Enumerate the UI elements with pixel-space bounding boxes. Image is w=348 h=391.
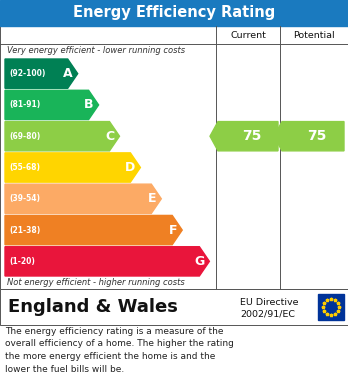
Polygon shape: [5, 247, 209, 276]
Polygon shape: [5, 215, 182, 245]
Polygon shape: [274, 122, 344, 151]
Polygon shape: [5, 90, 98, 120]
Bar: [318, 294, 344, 320]
Text: D: D: [125, 161, 135, 174]
Text: The energy efficiency rating is a measure of the
overall efficiency of a home. T: The energy efficiency rating is a measur…: [5, 327, 234, 373]
Text: F: F: [169, 224, 177, 237]
Text: 75: 75: [242, 129, 262, 143]
Text: (92-100): (92-100): [9, 69, 45, 78]
Text: G: G: [194, 255, 204, 268]
Polygon shape: [5, 184, 161, 213]
Polygon shape: [5, 122, 119, 151]
Text: Very energy efficient - lower running costs: Very energy efficient - lower running co…: [7, 46, 185, 55]
Text: (55-68): (55-68): [9, 163, 40, 172]
Text: EU Directive: EU Directive: [240, 298, 299, 307]
Text: (1-20): (1-20): [9, 257, 35, 266]
Text: Current: Current: [230, 30, 266, 39]
Text: (39-54): (39-54): [9, 194, 40, 203]
Text: C: C: [105, 130, 114, 143]
Text: A: A: [63, 67, 73, 80]
Text: Energy Efficiency Rating: Energy Efficiency Rating: [73, 5, 275, 20]
Text: England & Wales: England & Wales: [8, 298, 178, 316]
Text: 2002/91/EC: 2002/91/EC: [240, 310, 295, 319]
Bar: [0, 26, 348, 289]
Text: Potential: Potential: [293, 30, 335, 39]
Bar: [0, 0, 348, 26]
Text: B: B: [84, 99, 94, 111]
Text: 75: 75: [307, 129, 327, 143]
Text: (81-91): (81-91): [9, 100, 40, 109]
Polygon shape: [5, 59, 78, 88]
Text: (21-38): (21-38): [9, 226, 40, 235]
Bar: [0, 289, 348, 325]
Text: E: E: [148, 192, 156, 205]
Polygon shape: [210, 122, 278, 151]
Text: (69-80): (69-80): [9, 132, 40, 141]
Text: Not energy efficient - higher running costs: Not energy efficient - higher running co…: [7, 278, 185, 287]
Polygon shape: [5, 153, 140, 182]
